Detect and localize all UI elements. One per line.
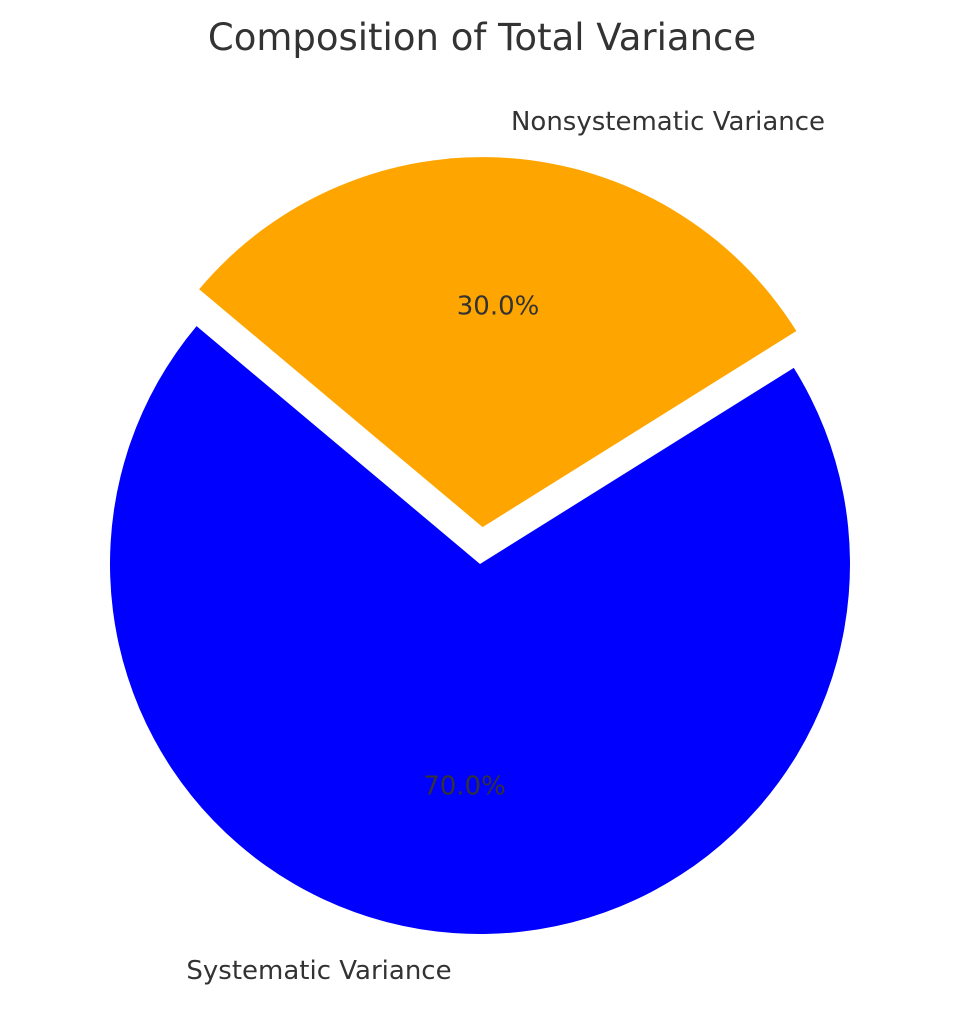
pie-labels: Systematic Variance 70.0% Nonsystematic Va… — [186, 107, 825, 986]
slice-label: Systematic Variance — [186, 956, 451, 986]
slice-percent-label: 30.0% — [457, 292, 540, 322]
pie-slices — [110, 157, 850, 934]
pie-slice-systematic-variance — [110, 326, 850, 934]
slice-label: Nonsystematic Variance — [511, 107, 825, 137]
chart-title: Composition of Total Variance — [208, 16, 756, 59]
pie-slice-nonsystematic-variance — [199, 157, 797, 528]
slice-percent-label: 70.0% — [423, 771, 506, 801]
